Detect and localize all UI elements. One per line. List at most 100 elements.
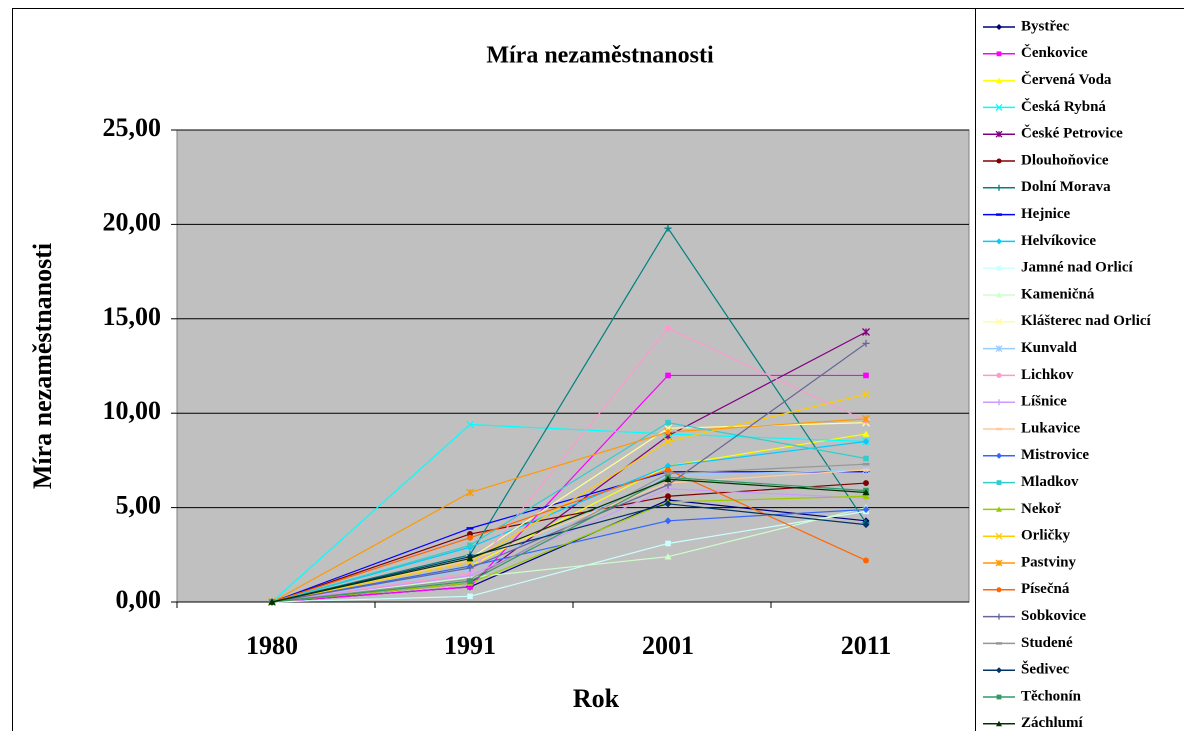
- marker: [665, 540, 671, 547]
- marker: [862, 430, 870, 437]
- series-line: [271, 327, 867, 603]
- series-line: [271, 469, 867, 603]
- series-line: [271, 471, 866, 603]
- legend-label: Kameničná: [1021, 286, 1095, 302]
- marker: [863, 480, 869, 487]
- marker: [862, 505, 870, 513]
- series-line: [271, 469, 867, 603]
- marker: [467, 584, 473, 590]
- marker: [664, 517, 672, 525]
- series-line: [271, 418, 867, 603]
- marker: [664, 224, 672, 232]
- legend-label: České Petrovice: [1021, 125, 1123, 142]
- marker: [995, 103, 1003, 111]
- marker: [996, 452, 1002, 459]
- marker: [996, 613, 1002, 620]
- legend-label: Klášterec nad Orlicí: [1021, 313, 1152, 329]
- marker: [862, 438, 870, 446]
- series-line: [271, 476, 867, 603]
- marker: [665, 466, 671, 473]
- marker: [664, 553, 672, 560]
- legend-label: Bystřec: [1021, 18, 1070, 34]
- marker: [665, 372, 671, 379]
- marker: [467, 542, 473, 549]
- legend-label: Sobkovice: [1021, 608, 1086, 624]
- legend-label: Dlouhoňovice: [1021, 152, 1109, 168]
- legend-label: Pastviny: [1021, 554, 1077, 570]
- marker: [996, 77, 1002, 83]
- legend-label: Lichkov: [1021, 367, 1074, 383]
- series-line: [271, 503, 867, 603]
- legend-label: Těchonín: [1021, 688, 1082, 704]
- legend-label: Dolní Morava: [1021, 179, 1111, 195]
- marker: [996, 694, 1002, 700]
- marker: [863, 372, 869, 379]
- legend-label: Česká Rybná: [1021, 98, 1106, 115]
- marker: [466, 420, 474, 429]
- marker: [996, 506, 1002, 512]
- series-line: [271, 227, 867, 603]
- x-tick-label: 1980: [246, 631, 298, 660]
- series-line: [271, 478, 867, 603]
- lines: [268, 224, 870, 606]
- series-line: [271, 482, 867, 603]
- legend-label: Písečná: [1021, 581, 1070, 597]
- marker: [863, 557, 869, 564]
- legend-label: Záchlumí: [1021, 715, 1084, 731]
- marker: [466, 555, 474, 562]
- marker: [996, 399, 1002, 406]
- series-line: [271, 393, 867, 603]
- marker: [995, 345, 1003, 353]
- marker: [862, 488, 870, 496]
- y-tick-label: 15,00: [103, 302, 162, 331]
- legend-label: Líšnice: [1021, 394, 1067, 410]
- marker: [996, 372, 1002, 378]
- marker: [996, 667, 1002, 674]
- chart-title: Míra nezaměstnanosti: [486, 43, 714, 69]
- series-line: [271, 488, 867, 603]
- x-tick-label: 2011: [841, 631, 892, 660]
- marker: [996, 720, 1002, 727]
- marker: [863, 455, 869, 462]
- marker: [996, 265, 1002, 271]
- x-tick-label: 2001: [642, 631, 694, 660]
- legend-label: Kunvald: [1021, 340, 1078, 356]
- marker: [664, 481, 672, 489]
- marker: [664, 437, 672, 446]
- marker: [996, 480, 1002, 485]
- series-line: [271, 495, 867, 603]
- series-line: [271, 510, 867, 603]
- series-line: [271, 423, 867, 603]
- marker: [466, 488, 474, 497]
- marker: [665, 493, 671, 500]
- series-line: [271, 440, 867, 603]
- marker: [466, 572, 474, 580]
- y-tick-label: 25,00: [103, 113, 162, 142]
- marker: [664, 500, 672, 508]
- plot-area: [176, 129, 970, 603]
- legend-label: Hejnice: [1021, 206, 1070, 222]
- marker: [466, 564, 474, 572]
- grid: 0,00 5,00 10,00 15,00 20,00 25,00 1980 1991 2001…: [103, 113, 969, 660]
- y-tick-label: 20,00: [103, 207, 162, 236]
- marker: [467, 578, 473, 585]
- marker: [996, 158, 1002, 164]
- legend-label: Helvíkovice: [1021, 233, 1096, 249]
- legend-label: Mistrovice: [1021, 447, 1089, 463]
- series-line: [271, 507, 867, 603]
- x-tick-label: 1991: [444, 631, 496, 660]
- series-line: [271, 422, 867, 603]
- marker: [996, 51, 1002, 57]
- marker: [995, 532, 1003, 540]
- marker: [996, 238, 1002, 245]
- y-tick-label: 10,00: [103, 396, 162, 425]
- legend-label: Čenkovice: [1021, 44, 1088, 61]
- legend-box: [975, 8, 1184, 731]
- legend-label: Orličky: [1021, 528, 1071, 544]
- marker: [664, 428, 672, 437]
- marker: [467, 534, 473, 541]
- marker: [996, 24, 1002, 30]
- series-line: [271, 463, 867, 603]
- marker: [862, 492, 870, 500]
